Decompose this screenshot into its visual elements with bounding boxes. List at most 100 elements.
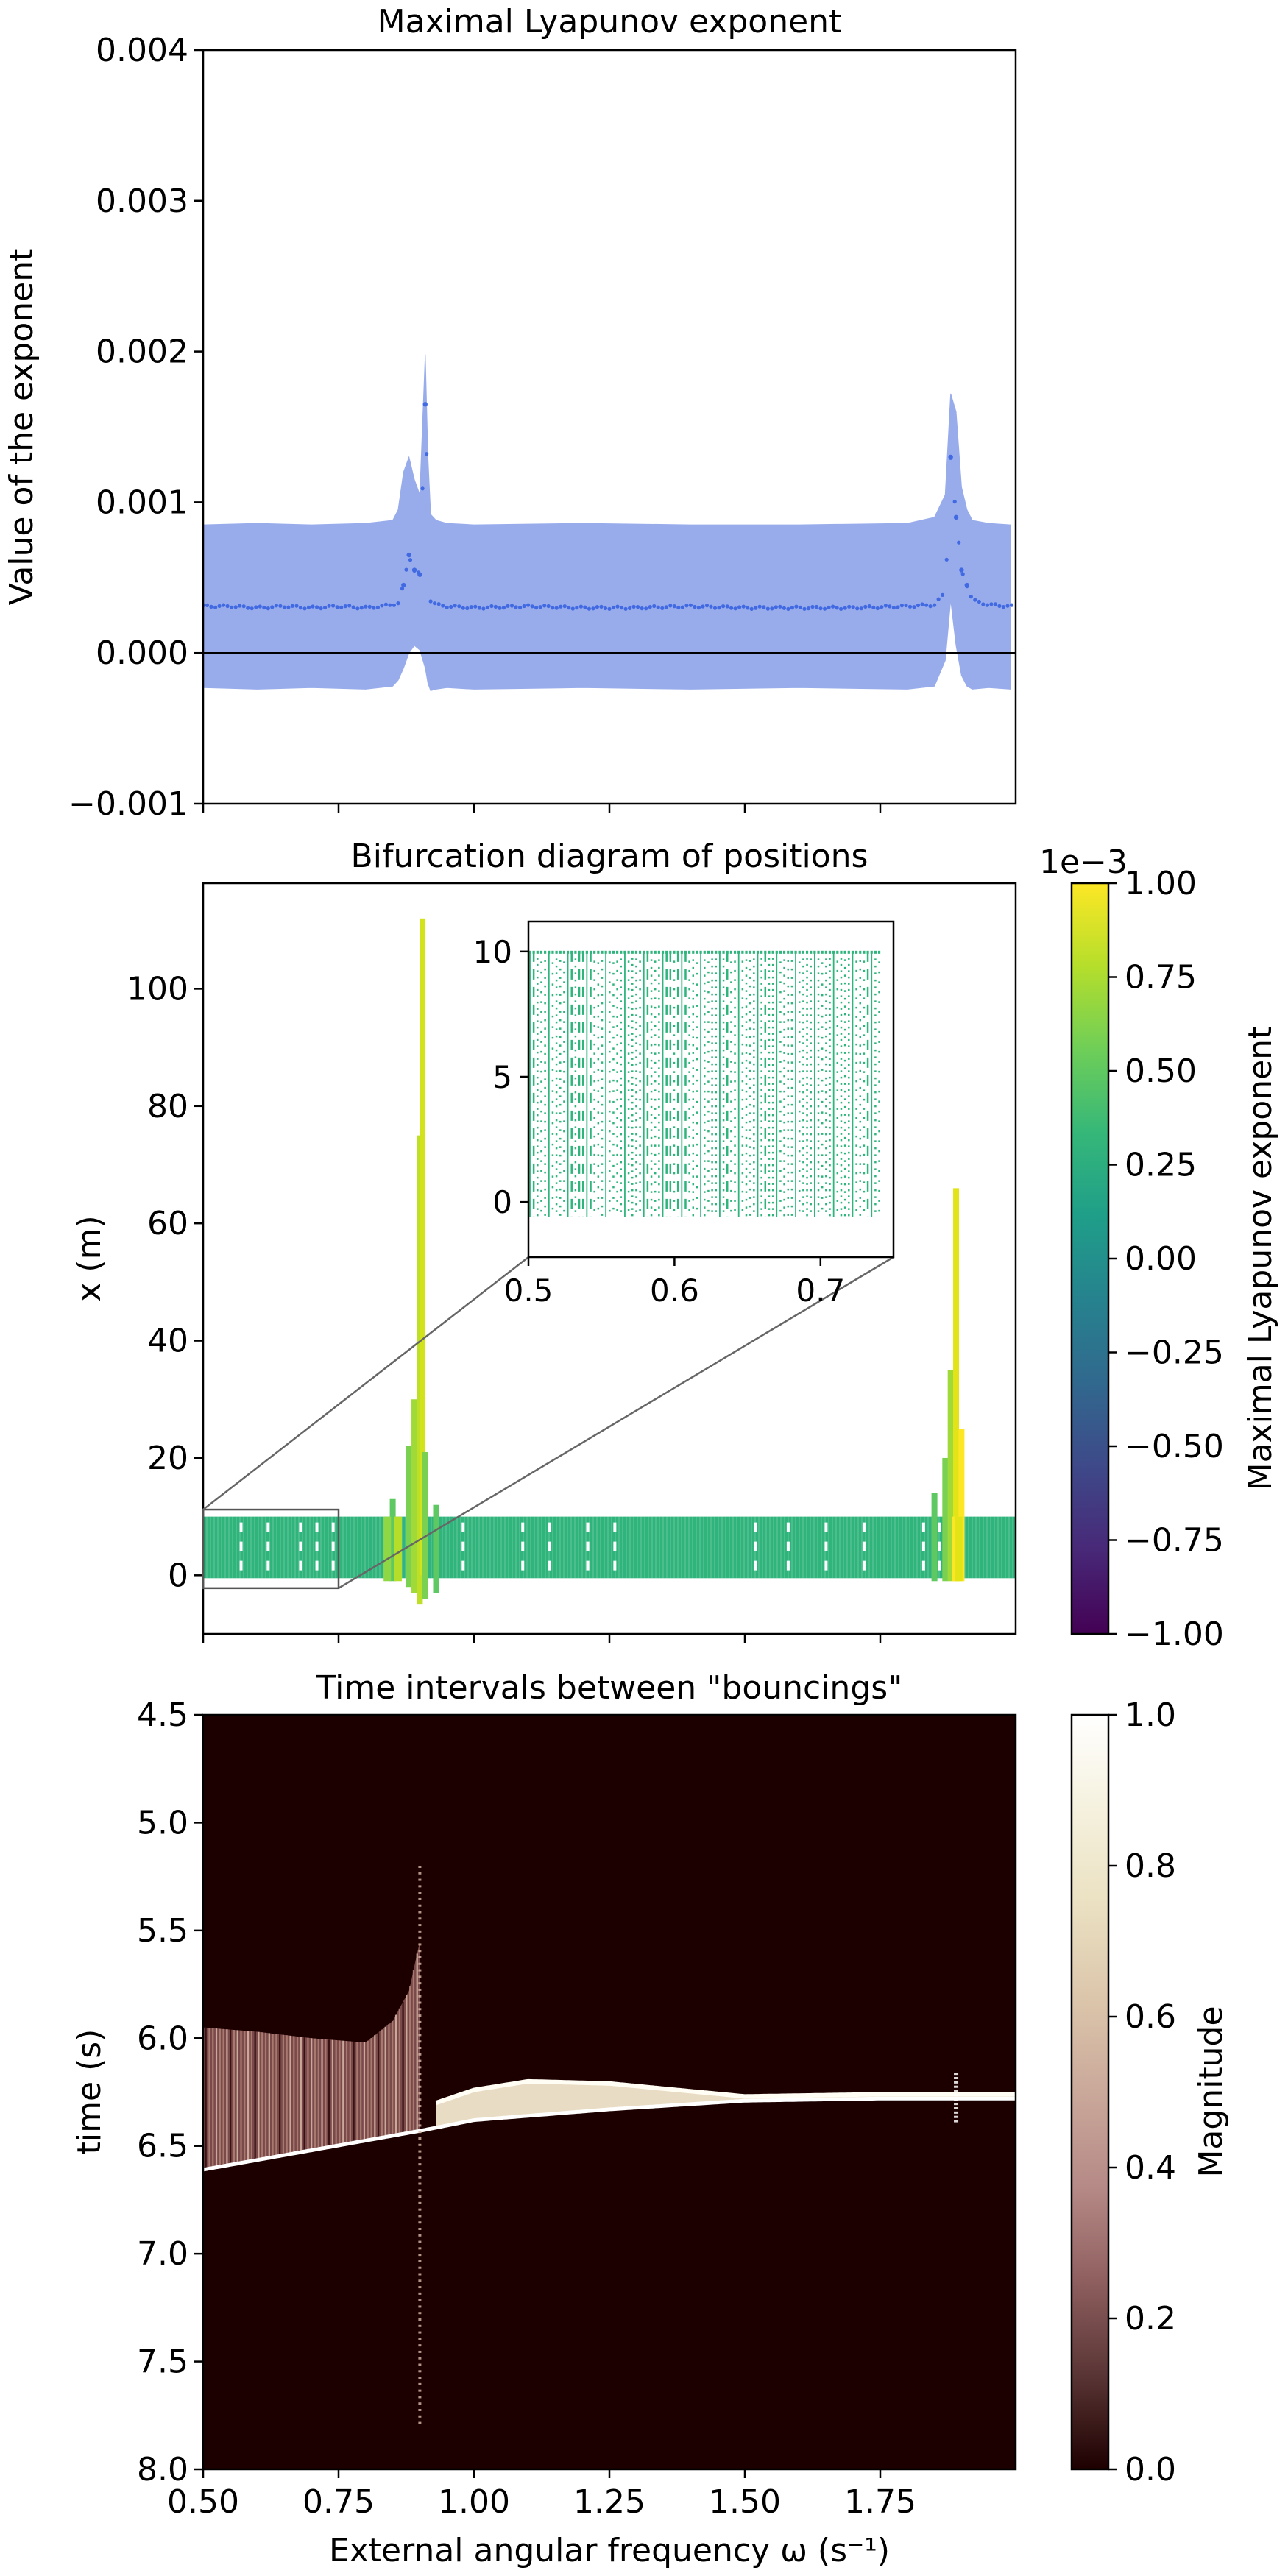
heatmap-resonance-point <box>418 2085 422 2088</box>
panel1-mean-point <box>712 606 718 610</box>
heatmap-resonance-point <box>418 2201 422 2204</box>
panel1-mean-point <box>406 552 411 558</box>
heatmap-resonance-point <box>418 2073 422 2076</box>
panel1-mean-point <box>375 605 380 610</box>
heatmap-resonance-point <box>418 2350 422 2353</box>
panel2-band-gap <box>824 1560 828 1571</box>
colorbar-lyapunov-tick-label: 1.00 <box>1125 865 1197 902</box>
panel1-mean-point <box>282 605 286 609</box>
panel1-ytick-label: −0.001 <box>68 785 188 823</box>
colorbar-lyapunov-offset: 1e−3 <box>1039 843 1128 881</box>
panel2-band-gap <box>331 1541 335 1551</box>
panel2-band-gap <box>266 1522 270 1532</box>
panel1-mean-point <box>209 604 213 609</box>
inset-point <box>634 950 638 954</box>
panel3-xtick-label: 1.50 <box>709 2483 781 2521</box>
inset-frame <box>527 920 895 1259</box>
panel1-mean-point <box>554 606 559 610</box>
panel1-mean-point <box>274 604 278 608</box>
heatmap-resonance-point <box>418 2156 422 2159</box>
inset-point <box>764 950 767 954</box>
heatmap-resonance-point <box>418 2221 422 2224</box>
colorbar-lyapunov-label: Maximal Lyapunov exponent <box>1242 1027 1279 1491</box>
panel1-mean-point <box>347 604 352 608</box>
panel1-mean-point <box>514 605 518 609</box>
inset-point <box>585 950 588 954</box>
inset-point <box>737 950 740 954</box>
panel1-mean-point <box>417 572 422 577</box>
panel2-band-gap <box>754 1522 757 1532</box>
panel1-mean-point <box>953 514 959 520</box>
panel1-mean-point <box>762 605 766 609</box>
inset-point <box>536 950 539 954</box>
inset-points <box>528 950 881 1217</box>
panel1-mean-point <box>428 599 433 604</box>
panel3-ytick-label: 5.5 <box>137 1912 188 1950</box>
panel1-mean-point <box>782 606 786 610</box>
heatmap-resonance-point <box>418 1988 422 1991</box>
panel1-mean-point <box>709 604 713 609</box>
colorbar-magnitude-tick-label: 0.6 <box>1125 1998 1176 2036</box>
heatmap-resonance-point <box>418 2279 422 2282</box>
inset-point <box>794 950 797 954</box>
heatmap-resonance-point <box>418 1892 422 1894</box>
colorbar-lyapunov-tick-label: 0.25 <box>1125 1147 1197 1184</box>
heatmap-resonance-point <box>418 1911 422 1914</box>
inset-point <box>718 950 721 954</box>
colorbar-lyapunov-tick-label: 0.50 <box>1125 1052 1197 1090</box>
panel1-mean-point <box>615 604 620 609</box>
panel1-mean-point <box>964 582 969 588</box>
heatmap-resonance-point <box>418 2117 422 2120</box>
heatmap-resonance-point <box>418 2040 422 2043</box>
panel1-mean-point <box>888 604 892 609</box>
heatmap-resonance-point <box>418 2020 422 2023</box>
panel1-mean-point <box>327 604 331 608</box>
panel1-mean-point <box>355 606 360 611</box>
panel1-mean-point <box>546 604 551 609</box>
panel1-mean-point <box>294 604 299 608</box>
panel1-mean-point <box>660 606 665 611</box>
heatmap-resonance-point <box>418 2027 422 2030</box>
heatmap-resonance-point <box>418 2014 422 2017</box>
panel2-band-gap <box>754 1560 757 1571</box>
panel1-mean-points <box>203 402 1014 612</box>
panel1-mean-point <box>489 604 494 609</box>
colorbar-magnitude-tick-label: 0.4 <box>1125 2149 1176 2187</box>
panel3-xtick-label: 0.75 <box>302 2483 375 2521</box>
inset-point <box>696 950 698 954</box>
panel1-mean-point <box>684 604 689 608</box>
panel1-mean-point <box>810 604 815 609</box>
panel3-ytick-label: 4.5 <box>137 1696 188 1734</box>
panel1-mean-point <box>559 604 563 609</box>
inset-point <box>805 950 809 954</box>
panel1-mean-point <box>957 540 961 545</box>
inset-point <box>726 950 729 954</box>
inset-point <box>601 950 604 954</box>
panel1-mean-point <box>278 604 283 608</box>
panel1-mean-point <box>696 606 701 610</box>
inset-point <box>589 950 592 954</box>
heatmap-resonance-point <box>418 1995 422 1998</box>
panel1-mean-point <box>806 606 811 611</box>
panel1-mean-point <box>620 606 624 610</box>
panel1-mean-point <box>534 606 539 610</box>
panel1-mean-point <box>973 598 977 602</box>
panel1-mean-point <box>493 604 498 609</box>
inset-point <box>840 950 843 954</box>
inset-point <box>581 950 584 954</box>
panel1-mean-point <box>960 572 965 576</box>
heatmap-resonance-point <box>954 2090 959 2092</box>
colorbar-magnitude-tick-label: 0.8 <box>1125 1847 1176 1885</box>
panel1-mean-point <box>676 605 681 610</box>
inset-point <box>657 950 660 954</box>
panel1-mean-point <box>1005 604 1010 608</box>
inset-point <box>790 950 793 954</box>
inset-point <box>574 950 577 954</box>
heatmap-upper-edge <box>435 2078 1016 2105</box>
panel2-ytick-label: 60 <box>147 1205 188 1242</box>
panel2-band-gap <box>548 1541 552 1551</box>
heatmap-resonance-point <box>418 2357 422 2360</box>
colorbar-lyapunov-tick-label: −0.50 <box>1125 1428 1224 1465</box>
inset-point <box>638 950 642 954</box>
panel1-band-layer <box>203 354 1011 692</box>
